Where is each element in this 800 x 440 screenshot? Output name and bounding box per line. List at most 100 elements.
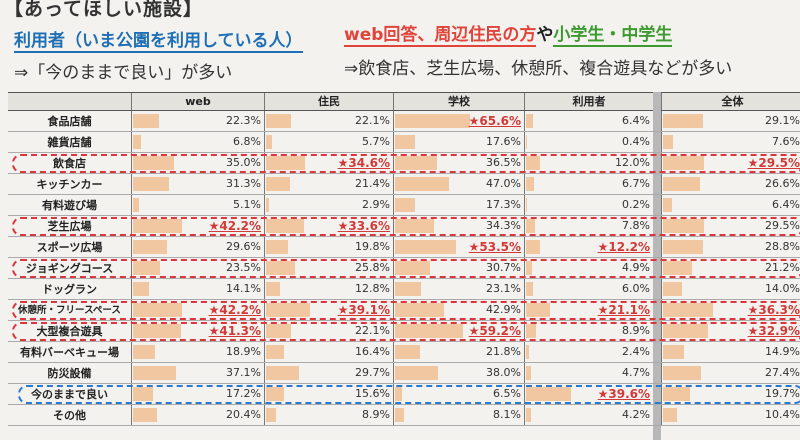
table-cell: 35.0% <box>131 153 264 173</box>
cell-value: 20.4% <box>226 408 261 421</box>
right-subtext: ⇒飲食店、芝生広場、休憩所、複合遊具などが多い <box>344 59 733 79</box>
cell-value: 8.9% <box>622 324 650 337</box>
cell-value: ★65.6% <box>468 114 521 128</box>
cell-value: 29.6% <box>226 240 261 253</box>
header: 【あってほしい施設】 利用者（いま公園を利用している人） ⇒「今のままで良い」が… <box>0 0 800 98</box>
data-bar <box>266 387 284 401</box>
data-bar <box>133 282 149 296</box>
table-cell: 42.9% <box>393 300 524 320</box>
table-cell: ★65.6% <box>393 111 524 131</box>
data-bar <box>395 345 420 359</box>
cell-value: 30.7% <box>486 261 521 274</box>
cell-value: 22.1% <box>355 324 390 337</box>
cell-value: 26.6% <box>765 177 800 190</box>
cell-value: ★53.5% <box>468 240 521 254</box>
table-cell: 15.6% <box>264 384 393 404</box>
row-label: 飲食店 <box>53 157 86 170</box>
data-bar <box>526 282 533 296</box>
data-bar <box>663 408 677 422</box>
data-bar <box>526 261 532 275</box>
data-bar <box>395 366 438 380</box>
data-bar <box>663 366 701 380</box>
table-cell: 29.1% <box>661 111 800 131</box>
table-cell: 2.9% <box>264 195 393 215</box>
right-heading-red: web回答、周辺住民の方 <box>344 25 537 47</box>
data-bar <box>133 198 139 212</box>
data-bar <box>663 303 713 317</box>
cell-value: 22.1% <box>355 114 390 127</box>
data-bar <box>266 135 272 149</box>
data-bar <box>266 219 304 233</box>
table-cell: 21.8% <box>393 342 524 362</box>
table-cell: 10.4% <box>661 405 800 425</box>
data-bar <box>266 177 290 191</box>
table-cell: ★33.6% <box>264 216 393 236</box>
row-label: ジョギングコース <box>25 262 114 275</box>
left-heading-text: 利用者（いま公園を利用している人） <box>14 31 303 51</box>
data-bar <box>663 324 708 338</box>
table-cell: 17.3% <box>393 195 524 215</box>
data-bar <box>266 261 295 275</box>
cell-value: 19.7% <box>765 387 800 400</box>
table-row: キッチンカー 31.3% 21.4% 47.0% 6.7% 26.6% <box>8 174 800 195</box>
cell-value: ★41.3% <box>208 324 261 338</box>
table-row: 雑貨店舗 6.8% 5.7% 17.6% 0.4% 7.6% <box>8 132 800 153</box>
table-cell: 5.7% <box>264 132 393 152</box>
table-cell: 23.1% <box>393 279 524 299</box>
data-bar <box>395 156 437 170</box>
cell-value: 5.7% <box>362 135 390 148</box>
cell-value: 12.0% <box>615 156 650 169</box>
cell-value: 4.9% <box>622 261 650 274</box>
cell-value: 25.8% <box>355 261 390 274</box>
table-cell: 6.0% <box>524 279 653 299</box>
table-cell: 8.9% <box>524 321 653 341</box>
data-bar <box>395 177 449 191</box>
cell-value: 27.4% <box>765 366 800 379</box>
left-subtext: ⇒「今のままで良い」が多い <box>14 63 233 83</box>
row-label: 休憩所・フリースペース <box>18 305 121 316</box>
data-bar <box>526 240 540 254</box>
data-bar <box>133 324 181 338</box>
data-bar <box>266 408 276 422</box>
cell-value: 36.5% <box>486 156 521 169</box>
cell-value: 23.1% <box>486 282 521 295</box>
data-bar <box>526 387 571 401</box>
table-cell: 8.9% <box>264 405 393 425</box>
cell-value: 2.9% <box>362 198 390 211</box>
data-bar <box>133 156 174 170</box>
facility-table: web 住民 学校 利用者 全体 食品店舗 22.3% 22.1% ★65.6% 6.4% 29.… <box>8 92 800 440</box>
table-row: 有料バーベキュー場 18.9% 16.4% 21.8% 2.4% 14.9% <box>8 342 800 363</box>
table-cell: 0.2% <box>524 195 653 215</box>
column-header: 学校 <box>393 93 524 110</box>
red-highlight-box <box>12 217 800 236</box>
table-cell: 21.2% <box>661 258 800 278</box>
table-cell: 6.7% <box>524 174 653 194</box>
cell-value: 17.2% <box>226 387 261 400</box>
table-cell: 34.3% <box>393 216 524 236</box>
cell-value: 22.3% <box>226 114 261 127</box>
cell-value: 12.8% <box>355 282 390 295</box>
data-bar <box>266 345 284 359</box>
data-bar <box>395 240 456 254</box>
table-cell: 14.0% <box>661 279 800 299</box>
blue-highlight-box <box>18 385 800 404</box>
cell-value: 21.8% <box>486 345 521 358</box>
table-row: 飲食店 35.0% ★34.6% 36.5% 12.0% ★29.5% <box>8 153 800 174</box>
cell-value: ★42.2% <box>208 219 261 233</box>
data-bar <box>266 240 288 254</box>
table-cell: 4.2% <box>524 405 653 425</box>
data-bar <box>663 282 682 296</box>
data-bar <box>526 135 527 149</box>
cell-value: 6.8% <box>233 135 261 148</box>
right-heading-joiner: や <box>536 25 554 45</box>
data-bar <box>395 261 430 275</box>
cell-value: 21.4% <box>355 177 390 190</box>
data-bar <box>526 303 550 317</box>
row-label: その他 <box>53 409 86 422</box>
cell-value: 0.2% <box>622 198 650 211</box>
cell-value: 29.1% <box>765 114 800 127</box>
data-bar <box>395 198 415 212</box>
table-cell: ★36.3% <box>661 300 800 320</box>
cell-value: ★42.2% <box>208 303 261 317</box>
red-highlight-box <box>12 322 800 341</box>
